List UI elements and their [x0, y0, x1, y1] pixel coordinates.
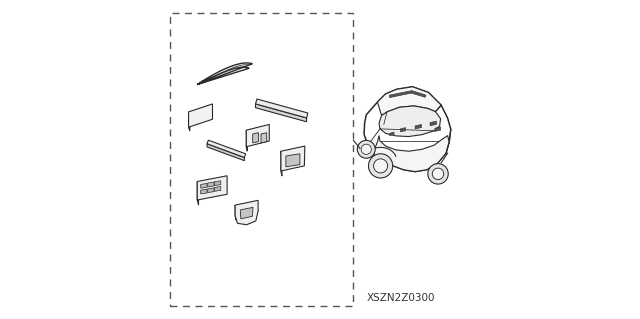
Polygon shape: [253, 133, 259, 143]
Polygon shape: [390, 132, 394, 136]
Polygon shape: [261, 133, 267, 143]
Polygon shape: [189, 112, 190, 131]
Polygon shape: [364, 87, 451, 172]
Circle shape: [369, 154, 393, 178]
Polygon shape: [214, 187, 221, 191]
Text: 1: 1: [360, 142, 367, 155]
Polygon shape: [374, 136, 449, 172]
Polygon shape: [286, 154, 300, 167]
Circle shape: [428, 164, 448, 184]
Polygon shape: [281, 151, 282, 176]
Polygon shape: [281, 146, 305, 171]
Polygon shape: [415, 124, 422, 129]
Polygon shape: [235, 205, 236, 220]
Text: XSZN2Z0300: XSZN2Z0300: [367, 293, 436, 303]
Polygon shape: [240, 207, 253, 219]
Polygon shape: [197, 182, 198, 205]
Circle shape: [432, 168, 444, 180]
Bar: [170, 13, 353, 306]
Polygon shape: [435, 127, 440, 131]
Polygon shape: [214, 181, 221, 186]
Polygon shape: [207, 140, 246, 158]
Polygon shape: [208, 182, 214, 187]
Polygon shape: [197, 176, 227, 200]
Circle shape: [357, 140, 375, 158]
Polygon shape: [201, 183, 207, 188]
Polygon shape: [208, 188, 214, 193]
Polygon shape: [197, 63, 252, 85]
Polygon shape: [201, 189, 207, 194]
Polygon shape: [430, 121, 436, 126]
Polygon shape: [255, 104, 307, 122]
Polygon shape: [255, 99, 308, 118]
Polygon shape: [246, 124, 269, 147]
Polygon shape: [390, 91, 426, 98]
Polygon shape: [189, 104, 212, 127]
Polygon shape: [207, 144, 244, 161]
Polygon shape: [235, 200, 258, 225]
Circle shape: [361, 144, 371, 154]
Polygon shape: [246, 130, 247, 151]
Polygon shape: [378, 87, 441, 115]
Circle shape: [374, 159, 388, 173]
Polygon shape: [401, 128, 406, 132]
Polygon shape: [379, 106, 440, 137]
